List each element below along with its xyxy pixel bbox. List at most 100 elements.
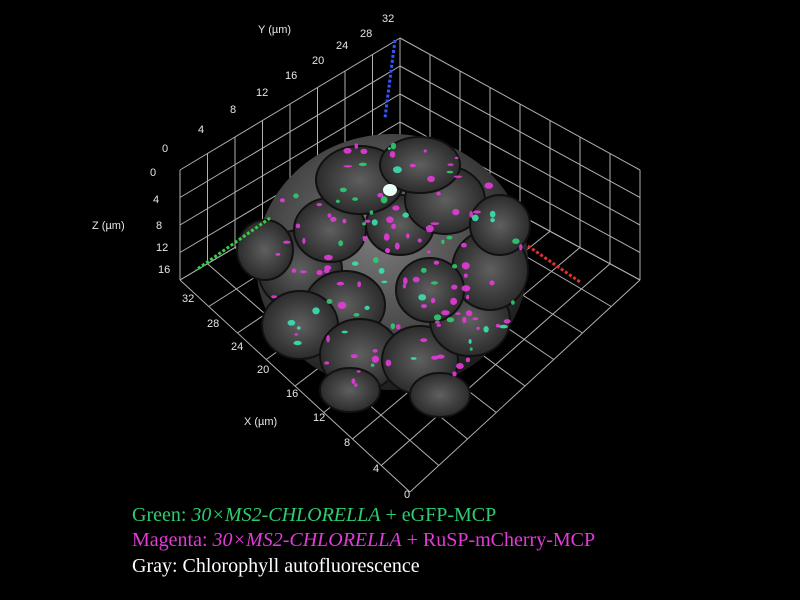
legend-gray: Gray: Chlorophyll autofluorescence — [132, 555, 420, 577]
z-tick: 8 — [156, 220, 163, 232]
z-axis-label: Z (µm) — [92, 220, 125, 232]
legend-magenta: Magenta: 30×MS2-CHLORELLA + RuSP-mCherry… — [132, 529, 596, 551]
magenta-spot — [425, 225, 434, 233]
fluorescent-spots — [271, 142, 523, 387]
magenta-spot — [275, 252, 281, 256]
magenta-spot — [456, 363, 464, 369]
magenta-spot — [337, 301, 347, 309]
magenta-spot — [430, 297, 436, 304]
x-tick: 32 — [182, 293, 195, 305]
magenta-spot — [377, 192, 384, 198]
magenta-spot — [362, 236, 368, 239]
magenta-spot — [466, 294, 470, 300]
green-spot — [483, 326, 489, 333]
magenta-spot — [461, 262, 470, 270]
grid-line — [179, 65, 401, 198]
magenta-spot — [423, 149, 427, 153]
magenta-spot — [357, 281, 362, 288]
green-spot — [390, 142, 397, 150]
magenta-spot — [386, 216, 394, 223]
magenta-spot — [417, 238, 422, 243]
green-spot — [490, 218, 495, 223]
x-tick: 12 — [313, 412, 326, 424]
x-tick: 20 — [257, 364, 270, 376]
green-spot — [469, 347, 473, 351]
magenta-spot — [436, 354, 445, 359]
magenta-spot — [302, 237, 306, 244]
magenta-spot — [503, 319, 511, 324]
magenta-spot — [392, 205, 400, 211]
magenta-spot — [324, 265, 332, 271]
green-spot — [410, 357, 417, 360]
magenta-spot — [460, 242, 467, 248]
green-spot — [499, 324, 508, 329]
magenta-spot — [343, 165, 353, 168]
magenta-spot — [389, 151, 396, 158]
green-spot — [471, 214, 479, 222]
magenta-spot — [431, 355, 439, 360]
y-tick: 12 — [256, 87, 269, 99]
green-spot — [378, 267, 385, 274]
y-tick: 0 — [162, 143, 169, 155]
magenta-spot — [364, 219, 371, 223]
cell-lobes — [236, 136, 531, 418]
x-tick: 8 — [344, 437, 351, 449]
green-spot — [418, 294, 427, 301]
magenta-spot — [300, 270, 307, 274]
magenta-spot — [420, 338, 428, 342]
magenta-spot — [391, 223, 396, 229]
green-spot — [511, 300, 515, 305]
magenta-spot — [354, 143, 359, 149]
x-axis-indicator — [195, 216, 271, 272]
magenta-spot — [350, 354, 358, 359]
green-spot — [335, 199, 340, 203]
magenta-spot — [372, 349, 378, 353]
legend-green: Green: 30×MS2-CHLORELLA + eGFP-MCP — [132, 504, 497, 526]
magenta-spot — [385, 248, 390, 253]
magenta-spot — [427, 250, 431, 254]
magenta-spot — [371, 355, 379, 363]
magenta-spot — [465, 357, 471, 363]
z-tick: 12 — [156, 242, 169, 254]
magenta-spot — [461, 285, 471, 292]
magenta-spot — [402, 283, 406, 289]
magenta-spot — [383, 233, 390, 241]
magenta-spot — [356, 370, 361, 373]
green-spot — [358, 162, 367, 167]
green-spot — [341, 330, 348, 334]
y-tick: 4 — [198, 124, 205, 136]
magenta-spot — [489, 280, 495, 286]
green-spot — [393, 166, 402, 174]
green-spot — [387, 147, 391, 150]
magenta-spot — [324, 361, 330, 365]
magenta-spot — [473, 210, 481, 214]
green-spot — [402, 212, 409, 218]
magenta-spot — [316, 269, 323, 276]
magenta-spot — [360, 148, 368, 154]
magenta-spot — [436, 323, 441, 327]
magenta-spot — [434, 320, 440, 324]
green-spot — [296, 326, 301, 330]
magenta-spot — [495, 323, 501, 328]
x-axis-label: X (µm) — [244, 416, 278, 428]
magenta-spot — [436, 191, 441, 196]
magenta-spot — [343, 147, 352, 154]
magenta-spot — [462, 316, 467, 324]
magenta-spot — [403, 277, 408, 285]
z-axis-indicator — [527, 244, 581, 284]
z-tick: 4 — [153, 194, 160, 206]
magenta-spot — [465, 310, 473, 317]
bright-spot — [383, 184, 397, 196]
green-spot — [468, 339, 472, 344]
y-tick: 8 — [230, 104, 237, 116]
magenta-spot — [409, 163, 416, 168]
magenta-spot — [283, 240, 291, 244]
magenta-spot — [452, 371, 457, 377]
x-tick: 28 — [207, 318, 220, 330]
magenta-spot — [354, 383, 358, 387]
magenta-spot — [519, 244, 523, 251]
magenta-spot — [324, 254, 333, 261]
x-tick: 4 — [373, 463, 380, 475]
green-spot — [390, 323, 395, 330]
